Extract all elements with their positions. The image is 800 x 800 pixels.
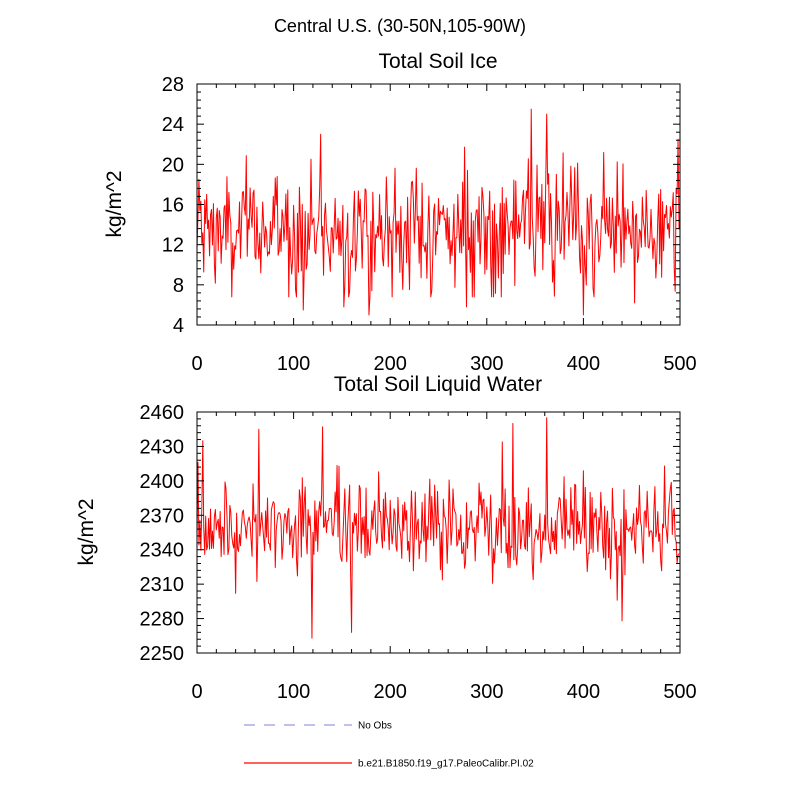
y-axis-label: kg/m^2 <box>103 170 126 237</box>
y-tick-label: 2400 <box>140 471 185 493</box>
x-tick-label: 500 <box>663 353 696 375</box>
x-tick-label: 0 <box>191 681 202 703</box>
series-line <box>196 417 680 639</box>
y-tick-label: 2340 <box>140 540 185 562</box>
y-tick-label: 2430 <box>140 436 185 458</box>
x-tick-label: 0 <box>191 353 202 375</box>
y-tick-label: 8 <box>173 275 184 297</box>
x-tick-label: 300 <box>470 681 503 703</box>
x-tick-label: 400 <box>567 353 600 375</box>
panel-total-soil-ice: Total Soil Ice kg/m^2 0 100 200 300 400 500 4 8… <box>103 50 697 375</box>
panel-title: Total Soil Liquid Water <box>334 373 542 396</box>
y-tick-label: 2460 <box>140 402 185 424</box>
series-line <box>196 108 680 316</box>
legend: No Obs b.e21.B1850.f19_g17.PaleoCalibr.P… <box>244 721 534 770</box>
y-tick-label: 20 <box>162 154 184 176</box>
x-tick-label: 100 <box>277 353 310 375</box>
x-tick-label: 200 <box>374 681 407 703</box>
y-tick-label: 28 <box>162 74 184 96</box>
panel-title: Total Soil Ice <box>378 50 497 73</box>
y-tick-label: 4 <box>173 315 184 337</box>
y-tick-label: 16 <box>162 195 184 217</box>
y-tick-label: 2250 <box>140 643 185 665</box>
x-tick-label: 500 <box>663 681 696 703</box>
legend-label-no-obs: No Obs <box>358 721 392 732</box>
y-axis-label: kg/m^2 <box>75 498 98 565</box>
x-tick-label: 300 <box>470 353 503 375</box>
legend-label-model-run: b.e21.B1850.f19_g17.PaleoCalibr.PI.02 <box>358 759 534 770</box>
y-tick-label: 2370 <box>140 505 185 527</box>
y-tick-label: 2280 <box>140 609 185 631</box>
panel-total-soil-liquid-water: Total Soil Liquid Water kg/m^2 0 100 200 30… <box>75 373 697 703</box>
y-tick-label: 24 <box>162 114 184 136</box>
figure-title: Central U.S. (30-50N,105-90W) <box>274 16 526 36</box>
plot-frame <box>196 411 681 654</box>
y-tick-label: 2310 <box>140 574 185 596</box>
x-tick-label: 400 <box>567 681 600 703</box>
x-tick-label: 100 <box>277 681 310 703</box>
y-tick-label: 12 <box>162 235 184 257</box>
x-tick-label: 200 <box>374 353 407 375</box>
